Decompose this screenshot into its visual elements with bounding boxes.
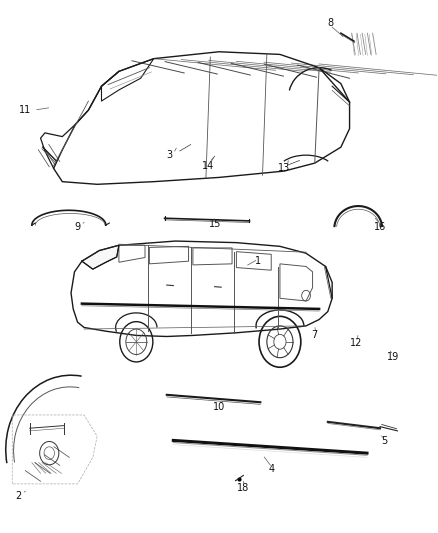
Text: 19: 19 bbox=[387, 352, 399, 361]
Polygon shape bbox=[82, 245, 119, 269]
Text: 5: 5 bbox=[381, 437, 388, 447]
Text: 14: 14 bbox=[202, 161, 214, 171]
Text: 15: 15 bbox=[208, 219, 221, 229]
Text: 12: 12 bbox=[350, 338, 362, 349]
Text: 9: 9 bbox=[74, 222, 81, 232]
Text: 1: 1 bbox=[255, 256, 261, 266]
Text: 8: 8 bbox=[327, 18, 333, 28]
Text: 2: 2 bbox=[15, 490, 21, 500]
Text: 16: 16 bbox=[374, 222, 386, 232]
Text: 10: 10 bbox=[213, 402, 225, 412]
Text: 11: 11 bbox=[19, 105, 32, 115]
Text: 7: 7 bbox=[311, 330, 318, 341]
Text: 3: 3 bbox=[166, 150, 172, 160]
Text: 13: 13 bbox=[278, 164, 290, 173]
Text: 18: 18 bbox=[237, 482, 249, 492]
Text: 4: 4 bbox=[268, 464, 274, 474]
